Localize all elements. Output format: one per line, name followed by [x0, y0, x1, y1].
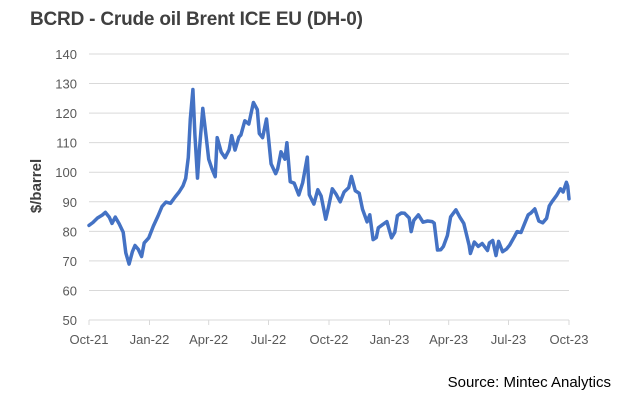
x-tick-label: Jul-22	[251, 332, 286, 347]
x-tick-label: Oct-22	[309, 332, 348, 347]
x-tick-label: Oct-21	[69, 332, 108, 347]
y-tick-label: 80	[63, 224, 77, 239]
x-tick-label: Jul-23	[491, 332, 526, 347]
y-tick-label: 90	[63, 195, 77, 210]
x-tick-label: Jan-23	[370, 332, 410, 347]
y-tick-label: 70	[63, 254, 77, 269]
chart-title: BCRD - Crude oil Brent ICE EU (DH-0)	[30, 9, 363, 30]
x-tick-label: Oct-23	[549, 332, 588, 347]
y-tick-label: 120	[55, 106, 77, 121]
source-note: Source: Mintec Analytics	[447, 374, 611, 391]
y-tick-label: 50	[63, 313, 77, 328]
gridlines	[89, 53, 569, 321]
y-tick-label: 60	[63, 283, 77, 298]
series-layer	[87, 87, 571, 266]
y-axis-label: $/barrel	[28, 159, 45, 213]
x-axis-ticks: Oct-21 Jan-22 Apr-22 Jul-22 Oct-22 Jan-23 Apr-…	[69, 320, 589, 347]
x-tick-label: Jan-22	[130, 332, 170, 347]
y-axis-ticks: 50 60 70 80 90 100 110 120 130 140	[55, 47, 77, 328]
x-tick-label: Apr-23	[429, 332, 468, 347]
y-tick-label: 140	[55, 47, 77, 62]
x-tick-label: Apr-22	[189, 332, 228, 347]
y-tick-label: 110	[56, 136, 77, 151]
y-tick-label: 130	[55, 77, 77, 92]
series-line	[87, 87, 571, 266]
y-tick-label: 100	[55, 165, 77, 180]
